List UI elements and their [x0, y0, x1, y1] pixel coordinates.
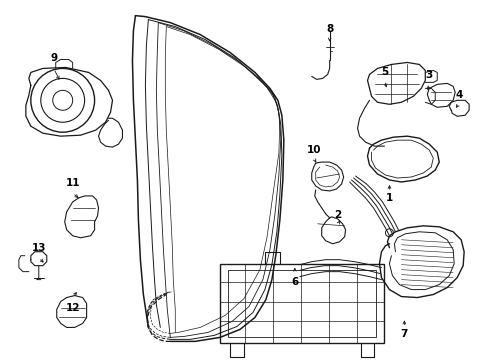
Bar [228, 270, 376, 337]
Text: 1: 1 [386, 193, 393, 203]
Text: 4: 4 [456, 90, 463, 100]
Text: 7: 7 [401, 329, 408, 339]
Text: 12: 12 [66, 302, 80, 312]
Text: 11: 11 [66, 178, 80, 188]
Text: 8: 8 [326, 24, 333, 33]
Text: 3: 3 [426, 71, 433, 80]
Text: 13: 13 [31, 243, 46, 253]
Text: 10: 10 [306, 145, 321, 155]
Text: 9: 9 [50, 54, 57, 63]
Text: 2: 2 [334, 210, 341, 220]
Text: 5: 5 [381, 67, 388, 77]
Text: 6: 6 [291, 276, 298, 287]
Bar [220, 264, 385, 343]
